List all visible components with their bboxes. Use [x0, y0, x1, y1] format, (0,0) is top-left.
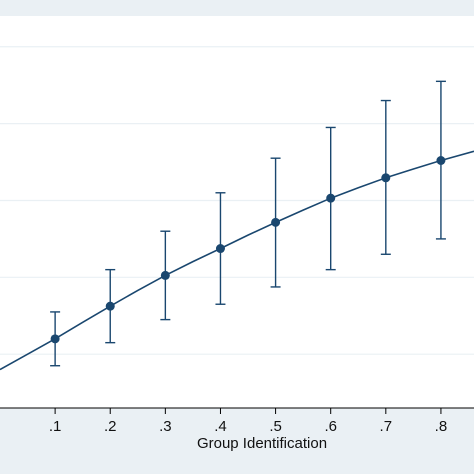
x-tick-label: .1: [49, 418, 62, 435]
data-point: [105, 301, 115, 311]
x-tick-label: .2: [104, 418, 117, 435]
x-tick-label: .5: [269, 418, 282, 435]
x-tick-label: .7: [380, 418, 393, 435]
series-line: [0, 150, 474, 371]
x-tick-label: .6: [324, 418, 337, 435]
data-point: [160, 270, 170, 280]
x-tick-label: .3: [159, 418, 172, 435]
data-point: [326, 193, 336, 203]
x-axis-title: Group Identification: [197, 435, 327, 452]
data-point: [271, 217, 281, 227]
data-point: [381, 173, 391, 183]
data-point: [436, 156, 446, 166]
fitted-line: [0, 150, 474, 371]
plot-area: [0, 16, 474, 408]
data-points: [50, 156, 446, 344]
x-tick-label: .4: [214, 418, 227, 435]
x-tick-label: .8: [435, 418, 448, 435]
gridlines: [0, 46, 474, 355]
data-point: [215, 244, 225, 254]
x-axis-ticks: .1 .2 .3 .4 .5 .6 .7 .8: [49, 408, 447, 435]
data-point: [50, 334, 60, 344]
